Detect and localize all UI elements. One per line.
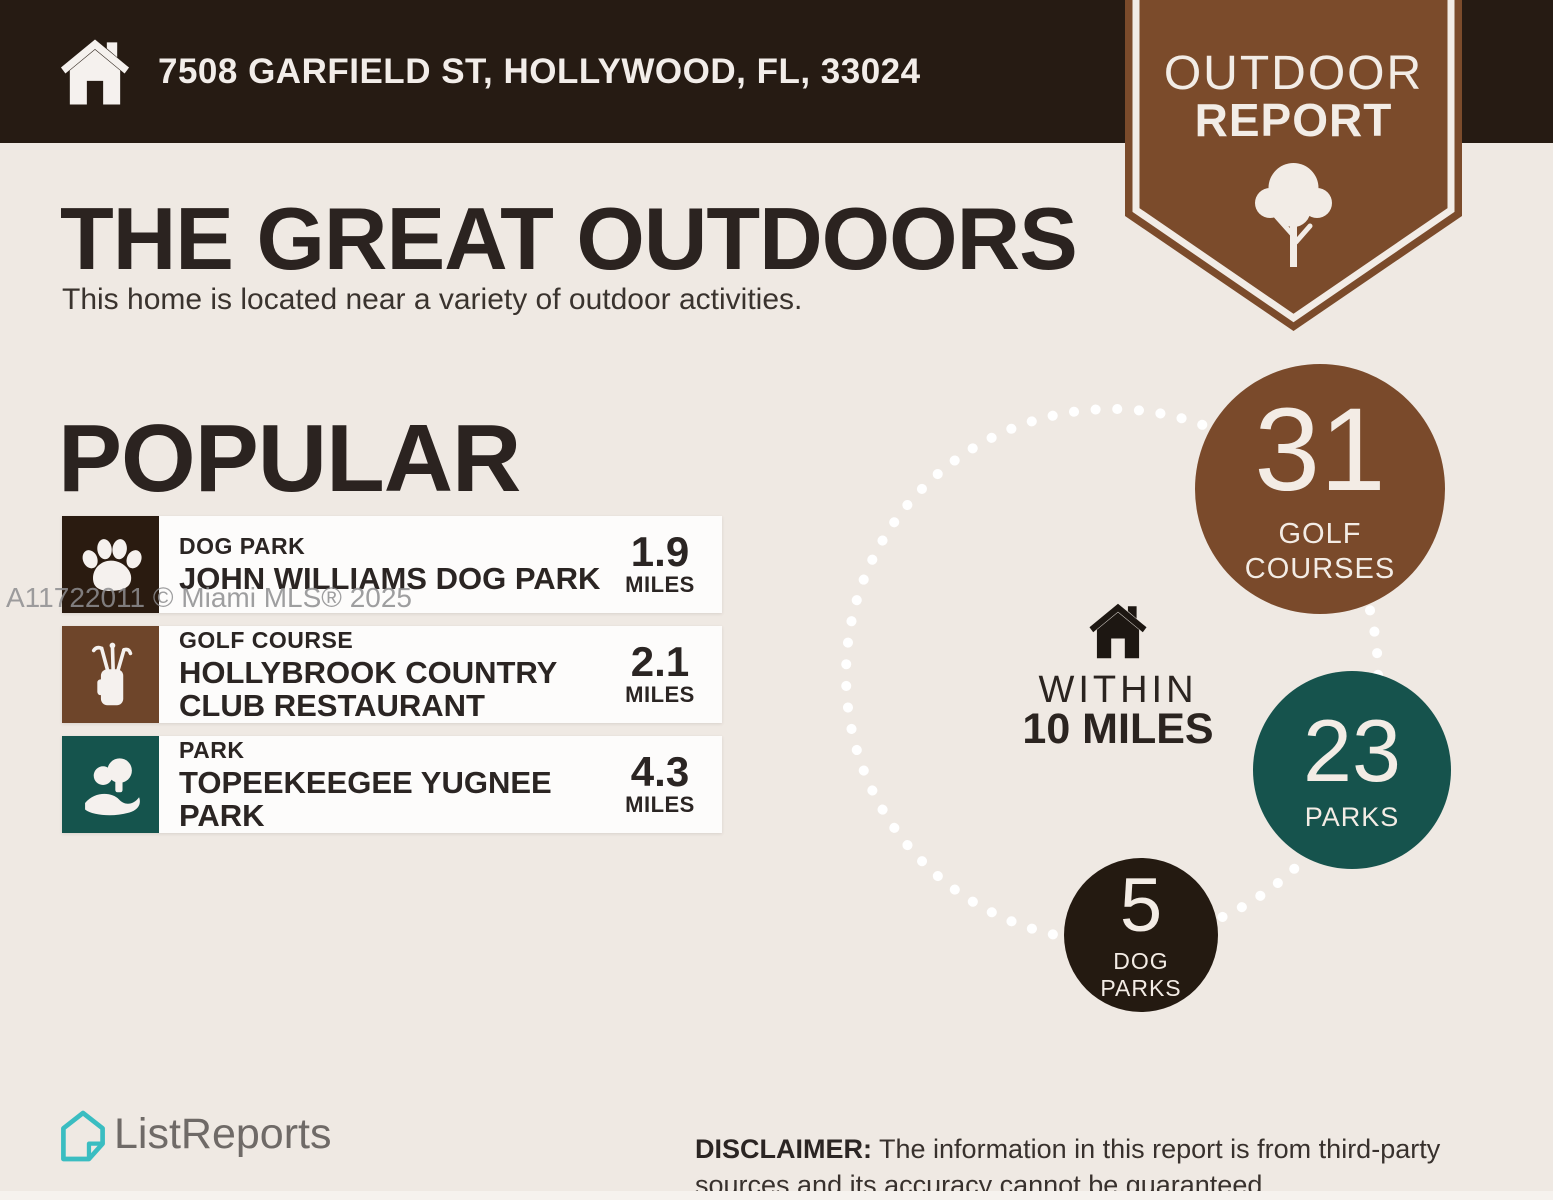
stat-value: 23 [1303,701,1401,800]
home-icon [60,39,130,105]
popular-heading: POPULAR [58,405,521,512]
popular-list: DOG PARK JOHN WILLIAMS DOG PARK 1.9 MILE… [62,516,722,846]
item-distance-unit: MILES [625,681,695,707]
page-title: THE GREAT OUTDOORS [60,189,1078,288]
stat-label: DOG PARKS [1100,948,1182,1001]
radius-label-within: WITHIN [1038,669,1198,711]
home-icon [1089,603,1147,659]
page-subtitle: This home is located near a variety of o… [62,283,803,316]
paw-icon [62,516,159,613]
stat-parks: 23 PARKS [1253,671,1451,869]
stat-label: GOLF COURSES [1244,518,1396,585]
golf-bag-icon [62,626,159,723]
bottom-strip [0,1191,1553,1200]
stat-golf-courses: 31 GOLF COURSES [1195,364,1445,614]
stat-value: 5 [1119,863,1163,948]
item-distance-unit: MILES [625,791,695,817]
property-address: 7508 GARFIELD ST, HOLLYWOOD, FL, 33024 [158,51,921,91]
park-tree-icon [62,736,159,833]
item-distance: 1.9 [630,527,690,575]
stat-label: PARKS [1304,802,1400,832]
outdoor-report-badge: OUTDOOR REPORT [1125,0,1462,331]
item-category: GOLF COURSE [179,626,354,653]
list-item-golf-course: GOLF COURSE HOLLYBROOK COUNTRY CLUB REST… [62,626,722,723]
list-item-dog-park: DOG PARK JOHN WILLIAMS DOG PARK 1.9 MILE… [62,516,722,613]
item-category: DOG PARK [179,533,306,559]
tree-icon [1255,163,1332,267]
item-distance-unit: MILES [625,571,695,597]
listreports-brand: ListReports [114,1110,332,1158]
item-distance: 4.3 [630,747,690,795]
badge-line1: OUTDOOR [1164,47,1423,100]
item-name: JOHN WILLIAMS DOG PARK [179,561,601,596]
list-item-park: PARK TOPEEKEEGEE YUGNEE PARK 4.3 MILES [62,736,722,833]
listreports-logo-icon [61,1110,105,1162]
stat-value: 31 [1254,384,1386,516]
badge-line2: REPORT [1195,94,1393,146]
item-distance: 2.1 [630,637,690,685]
item-name: HOLLYBROOK COUNTRY CLUB RESTAURANT [179,654,557,723]
item-category: PARK [179,736,245,763]
stat-dog-parks: 5 DOG PARKS [1064,858,1218,1012]
radius-label-distance: 10 MILES [1022,705,1214,753]
disclaimer-text: DISCLAIMER: The information in this repo… [695,1134,1441,1200]
item-name: TOPEEKEEGEE YUGNEE PARK [179,764,552,833]
mls-watermark: A11722011 © Miami MLS® 2025 [6,582,412,613]
disclaimer-label: DISCLAIMER: [695,1134,872,1164]
